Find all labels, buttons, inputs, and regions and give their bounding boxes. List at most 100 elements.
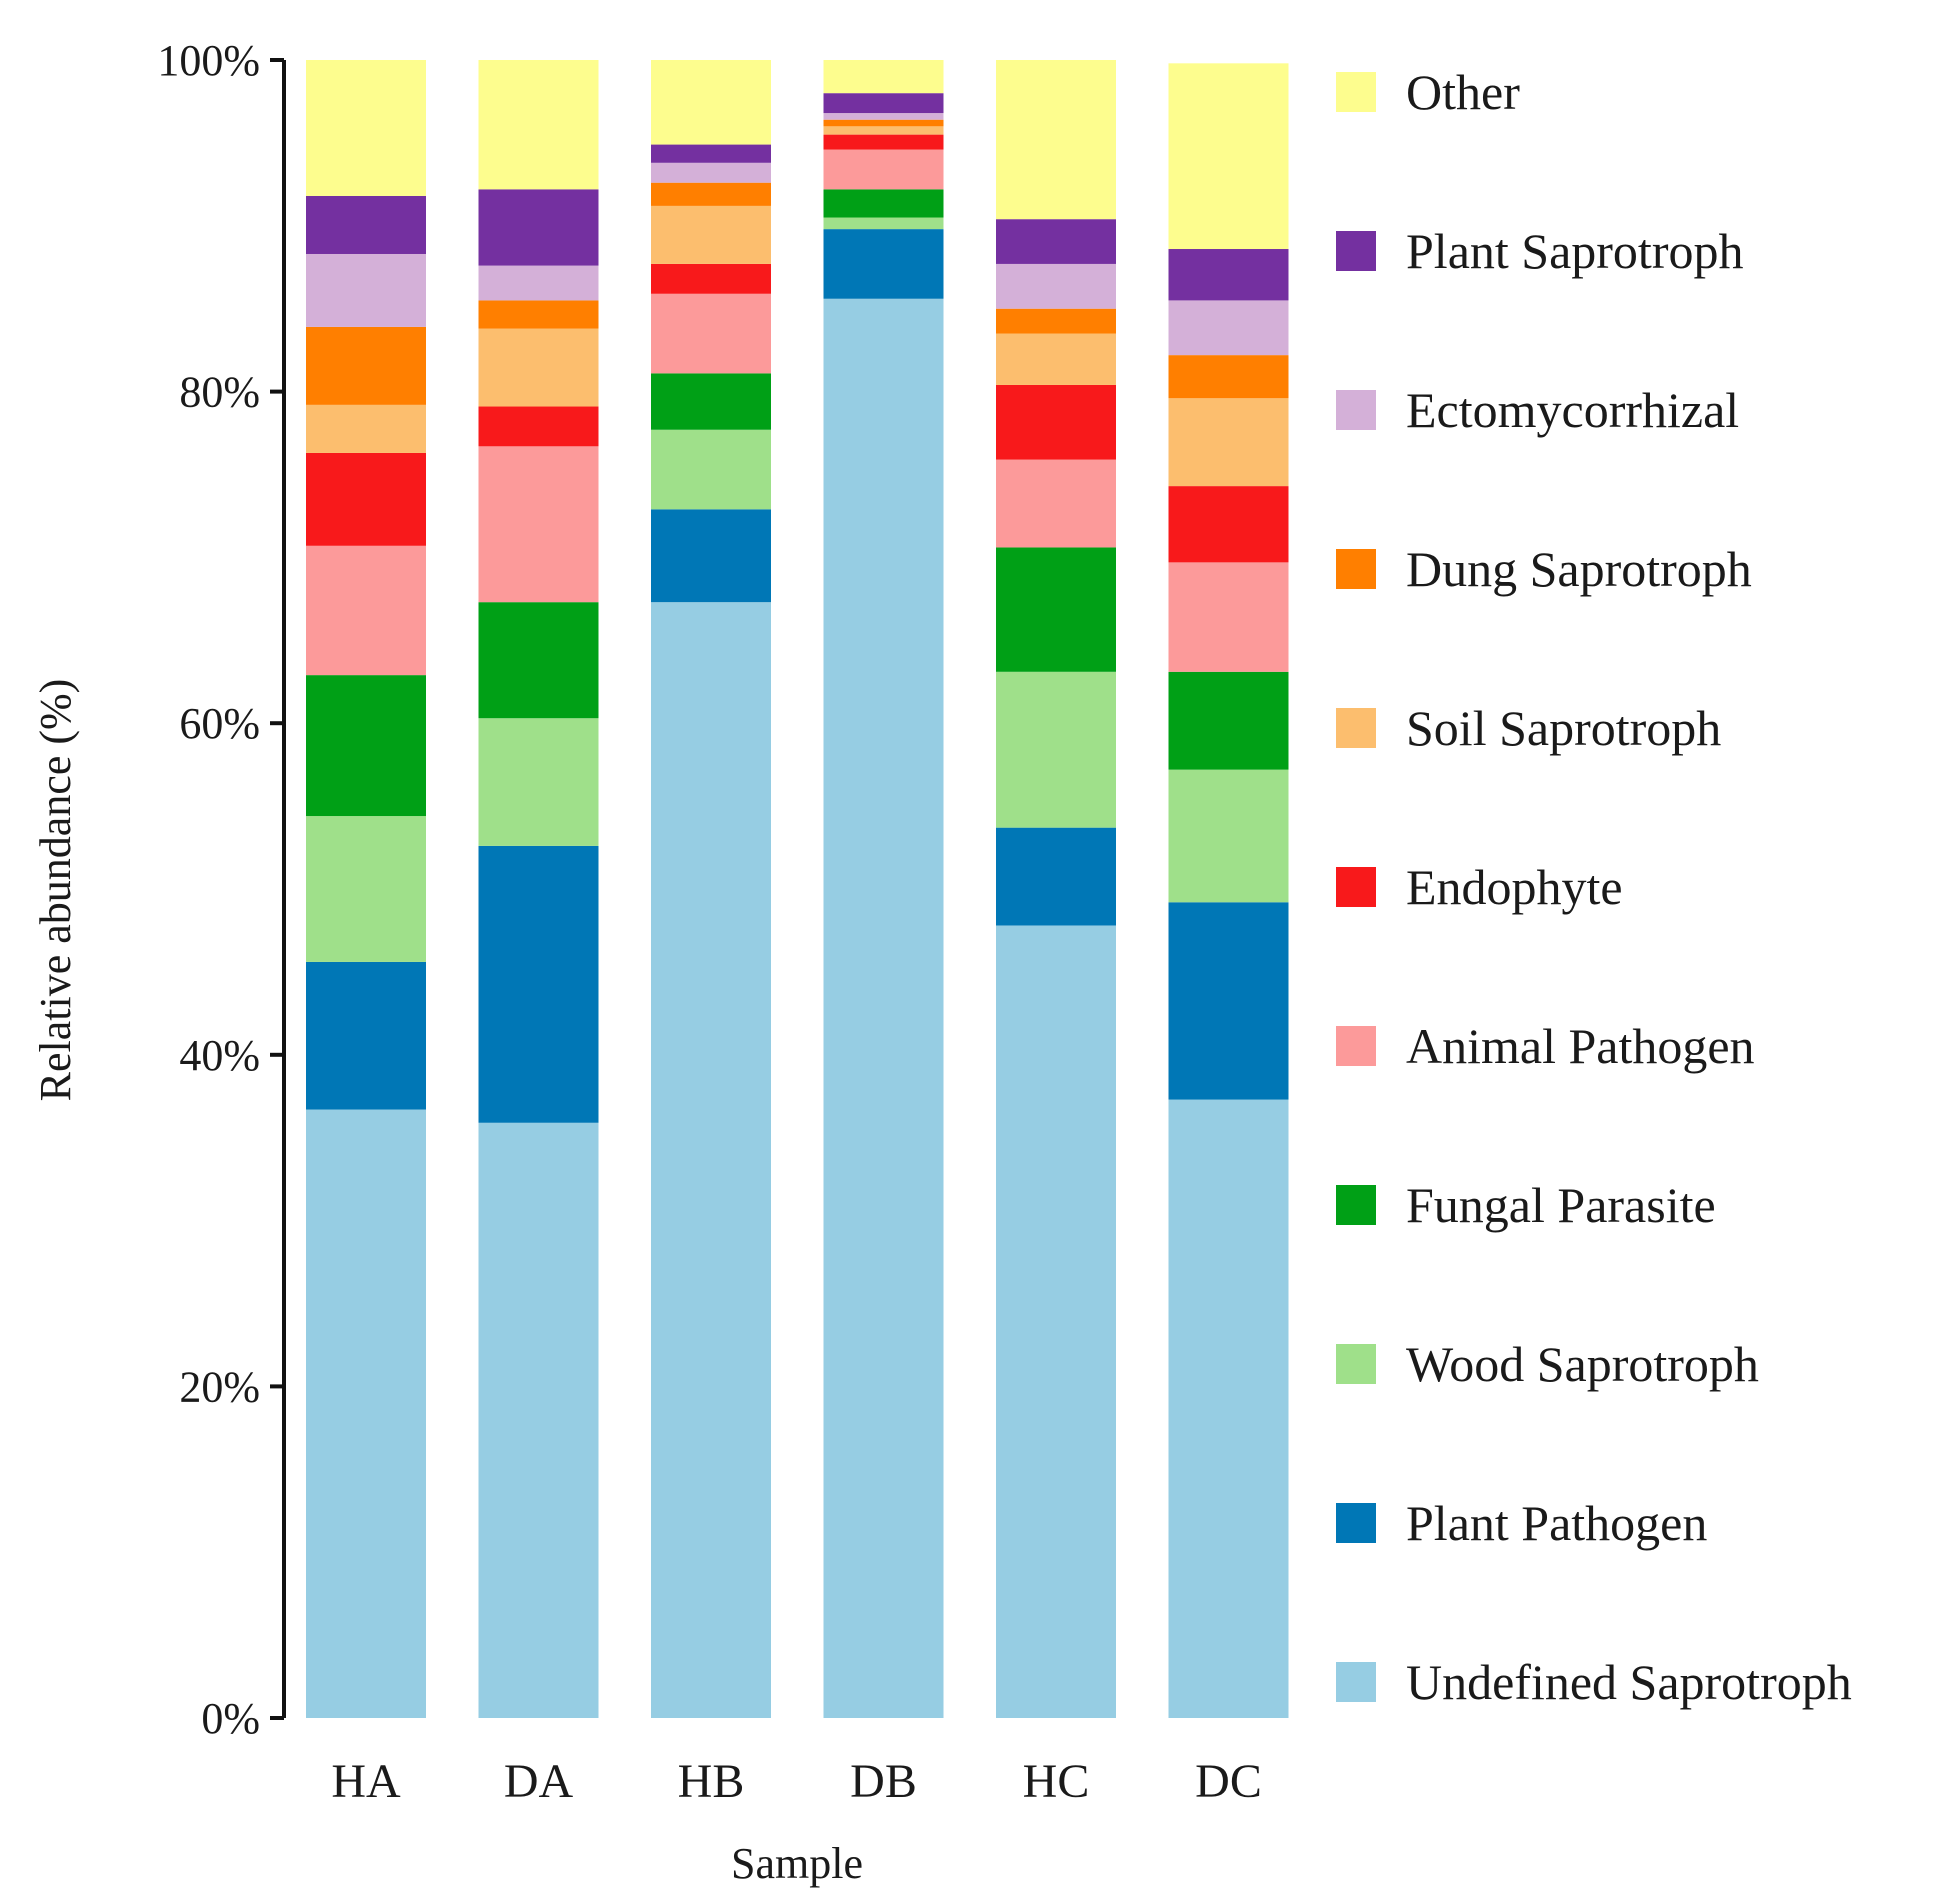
legend-swatch xyxy=(1336,1185,1376,1225)
bar-segment-dc-5 xyxy=(1168,486,1289,563)
x-tick-label: DC xyxy=(1195,1755,1262,1808)
bar-segment-hb-9 xyxy=(651,144,771,163)
bar-segment-da-6 xyxy=(478,328,599,407)
bar-segment-db-5 xyxy=(823,134,944,150)
x-tick-label: HA xyxy=(331,1755,401,1808)
legend-item: Soil Saprotroph xyxy=(1336,700,1721,756)
bar-segment-dc-7 xyxy=(1168,355,1289,399)
bar-segment-dc-0 xyxy=(1168,1099,1289,1718)
y-axis-title: Relative abundance (%) xyxy=(31,679,80,1102)
legend-item: Animal Pathogen xyxy=(1336,1018,1755,1074)
bar-segment-hb-4 xyxy=(651,293,771,374)
bar-segment-ha-4 xyxy=(306,545,426,676)
bar-segment-hc-3 xyxy=(996,547,1116,672)
legend-label: Plant Saprotroph xyxy=(1406,223,1743,279)
y-tick-label: 60% xyxy=(179,699,260,748)
legend-label: Undefined Saprotroph xyxy=(1406,1654,1852,1710)
y-tick-label: 80% xyxy=(179,368,260,417)
legend-label: Ectomycorrhizal xyxy=(1406,382,1739,438)
bar-stack-ha xyxy=(306,60,426,1718)
x-tick-label: HC xyxy=(1023,1755,1090,1808)
legend-swatch xyxy=(1336,549,1376,589)
legend-label: Animal Pathogen xyxy=(1406,1018,1755,1074)
bar-segment-db-10 xyxy=(823,60,944,94)
x-axis-title: Sample xyxy=(731,1839,863,1888)
bar-segment-dc-2 xyxy=(1168,769,1289,903)
y-tick-label: 40% xyxy=(179,1031,260,1080)
bar-segment-hb-10 xyxy=(651,60,771,145)
bar-segment-db-8 xyxy=(823,113,944,120)
bar-segment-hb-2 xyxy=(651,429,771,510)
bar-segment-db-1 xyxy=(823,229,944,299)
bar-segment-da-4 xyxy=(478,446,599,603)
bar-segment-dc-3 xyxy=(1168,671,1289,770)
legend-label: Dung Saprotroph xyxy=(1406,541,1752,597)
bar-segment-hb-8 xyxy=(651,162,771,183)
bar-segment-dc-10 xyxy=(1168,63,1289,250)
bar-segment-da-0 xyxy=(478,1122,599,1718)
legend-label: Plant Pathogen xyxy=(1406,1495,1707,1551)
x-tick-label: DA xyxy=(504,1755,574,1808)
bar-segment-ha-1 xyxy=(306,961,426,1110)
legend-item: Ectomycorrhizal xyxy=(1336,382,1739,438)
bar-segment-da-2 xyxy=(478,718,599,846)
plot-area: 0% 20% 40% 60% 80% 100% HA DA HB DB HC DC xyxy=(157,36,1289,1808)
bar-segment-hc-0 xyxy=(996,925,1116,1718)
bar-segment-hc-1 xyxy=(996,827,1116,926)
legend-label: Soil Saprotroph xyxy=(1406,700,1721,756)
bar-segment-hc-7 xyxy=(996,308,1116,334)
bar-segment-db-6 xyxy=(823,126,944,135)
legend-swatch xyxy=(1336,867,1376,907)
legend-item: Wood Saprotroph xyxy=(1336,1336,1759,1392)
legend: Other Plant Saprotroph Ectomycorrhizal Dung… xyxy=(1336,64,1852,1710)
bar-stacks xyxy=(306,60,1289,1719)
bar-segment-db-7 xyxy=(823,119,944,127)
legend-item: Plant Pathogen xyxy=(1336,1495,1707,1551)
bar-segment-hc-2 xyxy=(996,671,1116,828)
bar-stack-hb xyxy=(651,60,771,1718)
legend-item: Dung Saprotroph xyxy=(1336,541,1752,597)
bar-segment-ha-7 xyxy=(306,326,426,405)
bar-segment-ha-6 xyxy=(306,404,426,453)
y-axis-ticks: 0% 20% 40% 60% 80% 100% xyxy=(157,36,284,1743)
bar-segment-ha-9 xyxy=(306,195,426,254)
legend-swatch xyxy=(1336,1026,1376,1066)
bar-stack-dc xyxy=(1168,63,1289,1718)
legend-item: Other xyxy=(1336,64,1520,120)
legend-swatch xyxy=(1336,1344,1376,1384)
legend-swatch xyxy=(1336,1503,1376,1543)
bar-segment-db-9 xyxy=(823,93,944,114)
legend-swatch xyxy=(1336,72,1376,112)
bar-segment-da-7 xyxy=(478,300,599,329)
bar-segment-ha-5 xyxy=(306,452,426,546)
bar-segment-hb-3 xyxy=(651,373,771,430)
legend-item: Undefined Saprotroph xyxy=(1336,1654,1852,1710)
bar-segment-hb-0 xyxy=(651,602,771,1718)
bar-stack-da xyxy=(478,60,599,1718)
legend-item: Endophyte xyxy=(1336,859,1623,915)
y-tick-label: 20% xyxy=(179,1362,260,1411)
legend-swatch xyxy=(1336,708,1376,748)
bar-segment-dc-4 xyxy=(1168,562,1289,672)
bar-segment-dc-6 xyxy=(1168,398,1289,487)
legend-item: Fungal Parasite xyxy=(1336,1177,1716,1233)
bar-segment-hc-9 xyxy=(996,219,1116,264)
y-tick-label: 0% xyxy=(201,1694,260,1743)
bar-segment-ha-0 xyxy=(306,1109,426,1718)
bar-segment-db-2 xyxy=(823,217,944,230)
bar-segment-db-0 xyxy=(823,298,944,1719)
bar-segment-da-1 xyxy=(478,845,599,1123)
legend-label: Wood Saprotroph xyxy=(1406,1336,1759,1392)
bar-segment-hc-5 xyxy=(996,384,1116,460)
x-axis-labels: HA DA HB DB HC DC xyxy=(331,1755,1262,1808)
legend-swatch xyxy=(1336,1662,1376,1702)
bar-segment-da-8 xyxy=(478,265,599,301)
legend-label: Endophyte xyxy=(1406,859,1623,915)
bar-stack-db xyxy=(823,60,944,1719)
bar-segment-hc-8 xyxy=(996,263,1116,309)
bar-segment-da-5 xyxy=(478,406,599,447)
bar-segment-dc-9 xyxy=(1168,249,1289,301)
bar-segment-db-4 xyxy=(823,149,944,190)
legend-label: Other xyxy=(1406,64,1520,120)
